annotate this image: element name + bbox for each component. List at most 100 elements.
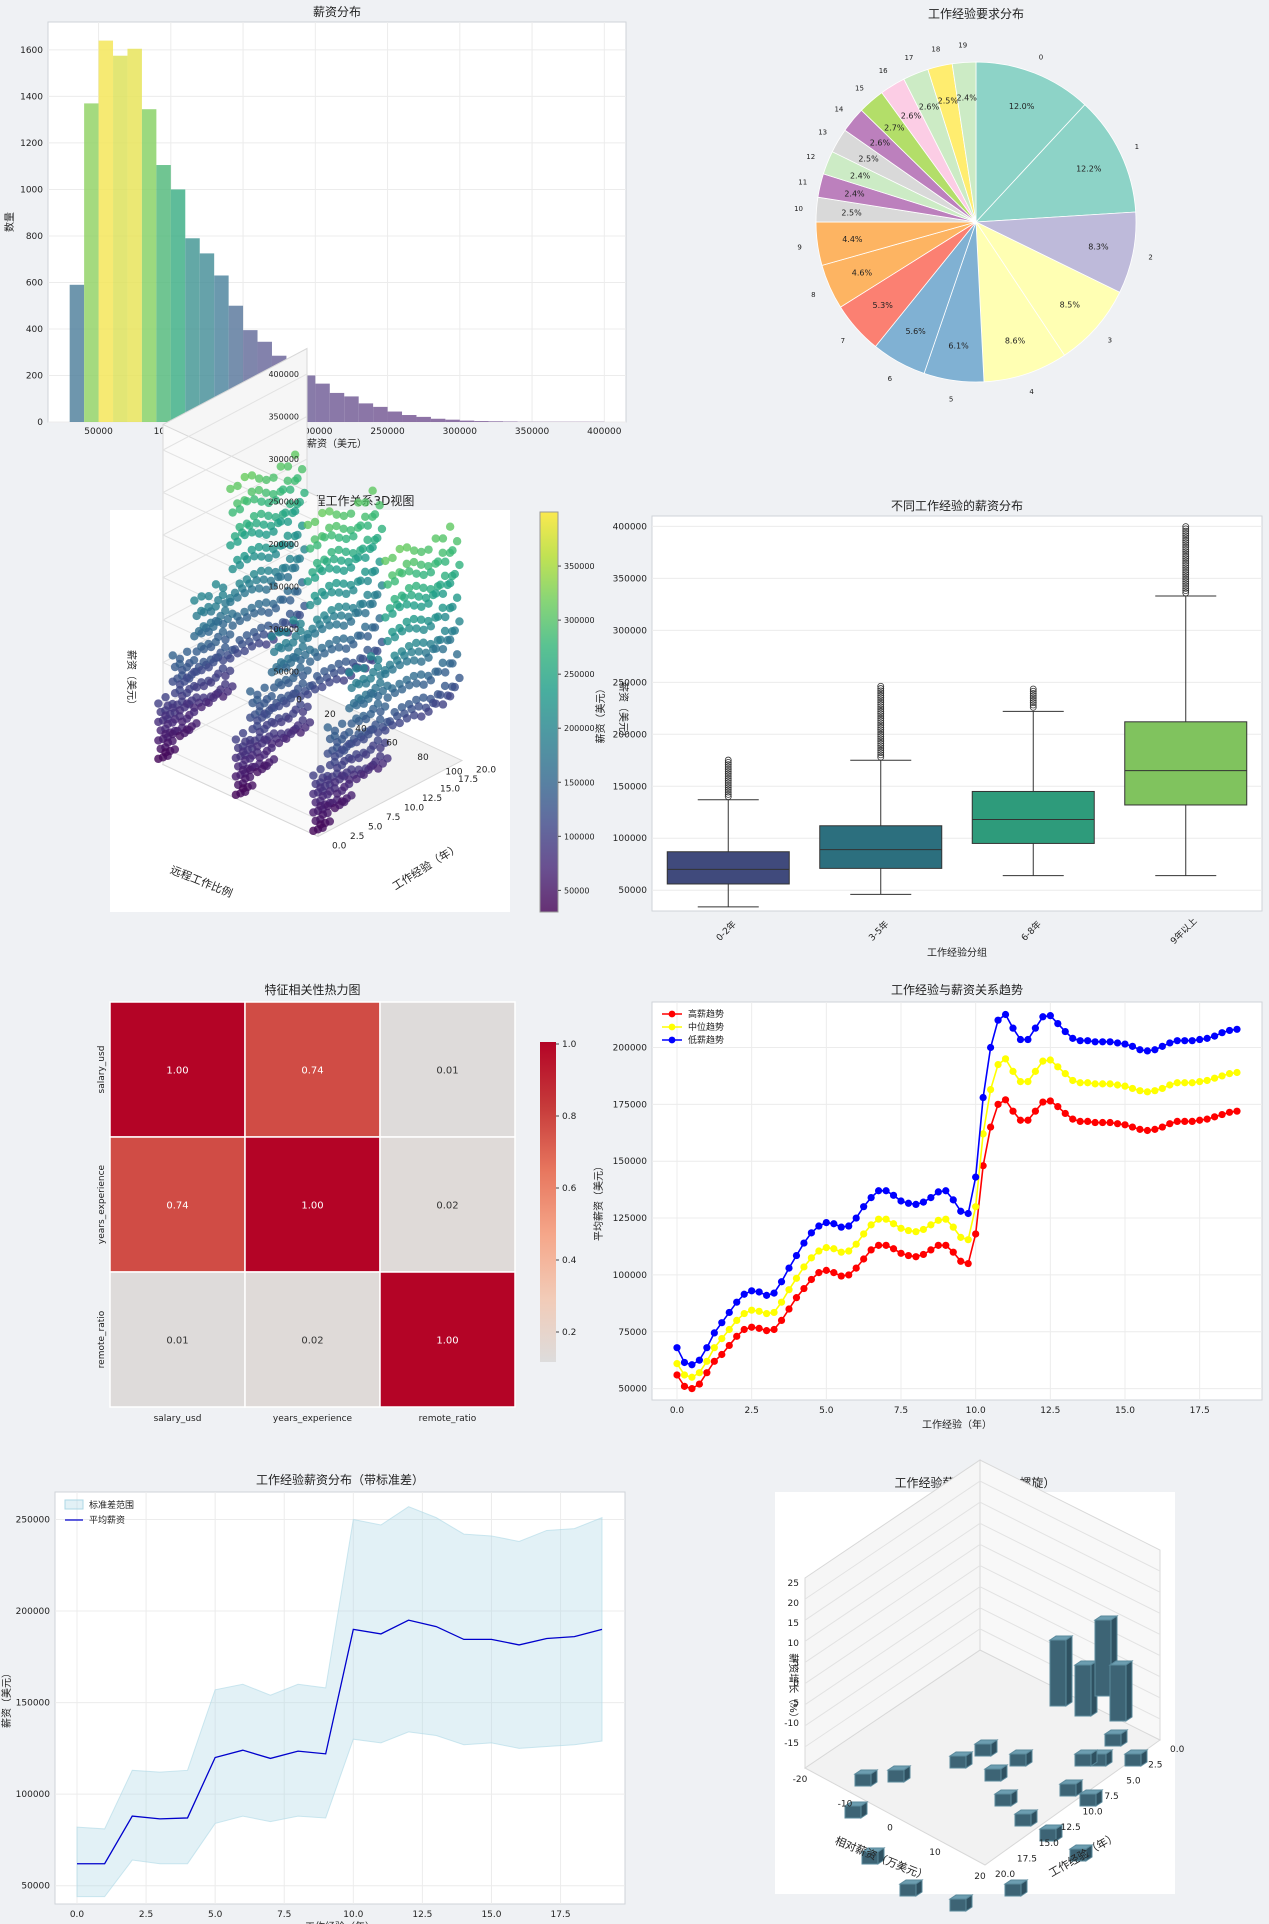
series-marker [785, 1286, 793, 1294]
series-marker [912, 1200, 920, 1209]
scatter-point [337, 719, 347, 728]
mean-line [77, 1619, 603, 1865]
grid-line [804, 1522, 1161, 1642]
outlier-point [1029, 687, 1037, 695]
series-marker [703, 1344, 711, 1352]
y-tick-label: 0.0 [332, 842, 347, 852]
series-marker [1181, 1037, 1189, 1045]
series-marker [919, 1250, 928, 1259]
scatter-point [368, 543, 377, 552]
histogram-bar [358, 403, 374, 422]
scatter-point [269, 473, 278, 482]
scatter-point [383, 754, 392, 763]
x-axis-label: 工作经验（年） [922, 1418, 992, 1431]
histogram-bar [459, 420, 475, 422]
bar-3d [1094, 1619, 1112, 1697]
scatter-point [320, 649, 329, 658]
scatter-point [346, 563, 356, 572]
y-tick-label: 50000 [618, 886, 647, 896]
series-marker [1173, 1117, 1181, 1125]
series-marker [1076, 1079, 1084, 1087]
series-marker [755, 1307, 763, 1315]
outlier-point [724, 758, 732, 766]
scatter-point [189, 655, 199, 665]
outlier-point [724, 765, 732, 773]
outlier-point [877, 708, 885, 715]
scatter-point [290, 563, 300, 572]
series-marker [994, 1060, 1002, 1069]
series-marker [807, 1254, 816, 1262]
histogram-bar [373, 406, 388, 422]
series-marker [748, 1323, 756, 1331]
outlier-point [724, 772, 732, 780]
series-marker [1218, 1110, 1226, 1119]
scatter-point [271, 496, 281, 505]
scatter-point [257, 607, 266, 616]
scatter-point [354, 553, 363, 562]
scatter-point [170, 745, 180, 754]
heatmap-cell [244, 1271, 381, 1408]
series-marker [1016, 1035, 1025, 1044]
series-marker [1233, 1107, 1241, 1115]
series-marker [688, 1385, 696, 1393]
series-marker [1061, 1027, 1069, 1036]
colorbar-tick-label: 100000 [564, 832, 595, 841]
bar-3d-side [1065, 1635, 1073, 1707]
scatter-point [441, 557, 450, 566]
series-marker [1225, 1070, 1234, 1078]
histogram-bar [170, 189, 186, 422]
x-tick-label: 2.5 [139, 1910, 153, 1920]
outlier-point [1182, 534, 1190, 542]
colorbar-tick-label: 50000 [564, 886, 589, 895]
outlier-point [877, 705, 885, 713]
scatter-point [440, 681, 450, 691]
series-marker [1121, 1040, 1129, 1048]
scatter-point [358, 544, 368, 553]
outlier-point [1182, 530, 1190, 537]
heatmap-cell [109, 1001, 246, 1138]
series-marker [934, 1216, 942, 1224]
series-marker [875, 1187, 883, 1195]
series-marker [1009, 1024, 1017, 1032]
scatter-point [289, 638, 298, 647]
scatter-point [409, 656, 419, 665]
scatter-point [349, 586, 358, 595]
scatter-point [332, 578, 341, 588]
series-marker [852, 1240, 860, 1248]
scatter-point [441, 612, 450, 622]
series-marker [957, 1207, 965, 1215]
series-marker [1001, 1055, 1010, 1063]
series-marker [1203, 1034, 1211, 1042]
series-marker [822, 1219, 830, 1227]
series-marker [987, 1123, 995, 1131]
cell-value-label: 0.01 [436, 1066, 458, 1077]
outlier-point [724, 777, 732, 785]
series-marker [972, 1230, 980, 1238]
series-marker [777, 1298, 786, 1306]
series-marker [889, 1220, 898, 1228]
scatter-point [417, 712, 426, 721]
scatter-point [358, 599, 368, 608]
scatter-point [438, 658, 447, 668]
series-marker [972, 1203, 980, 1211]
scatter-point [370, 510, 380, 519]
scatter-point [290, 450, 300, 459]
outlier-point [1182, 568, 1190, 576]
series-marker [1166, 1039, 1174, 1047]
scatter-point [383, 580, 392, 589]
series-marker [1084, 1079, 1092, 1087]
outlier-point [877, 749, 885, 756]
series-marker [942, 1215, 950, 1223]
chart-title: 不同工作经验的薪资分布 [891, 498, 1023, 513]
outlier-point [1182, 582, 1190, 590]
heatmap-cell [379, 1271, 516, 1408]
x-tick-label: 2.5 [745, 1406, 759, 1416]
series-marker [680, 1371, 689, 1379]
scatter-point [412, 695, 421, 705]
slice-value-label: 2.7% [884, 124, 905, 133]
scatter-point [303, 690, 313, 699]
series-marker [695, 1380, 704, 1388]
scatter-point [262, 475, 271, 485]
scatter-point [254, 485, 264, 495]
scatter-point [226, 654, 235, 663]
